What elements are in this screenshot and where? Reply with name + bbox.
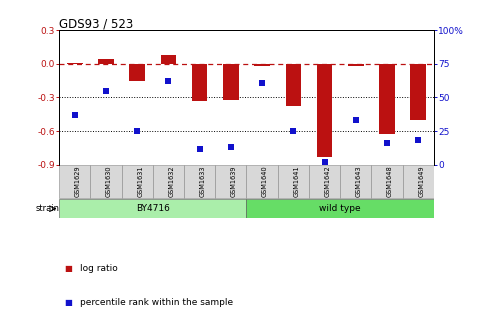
Bar [90,165,122,198]
Text: ■: ■ [64,264,72,273]
Text: GSM1640: GSM1640 [262,166,268,198]
Bar [246,199,434,218]
Bar [246,165,278,198]
Text: GDS93 / 523: GDS93 / 523 [59,17,134,30]
Bar [59,165,90,198]
Bar [122,165,153,198]
Bar [371,165,403,198]
Text: percentile rank within the sample: percentile rank within the sample [80,298,234,307]
Bar [410,64,426,120]
Text: ■: ■ [64,298,72,307]
Text: GSM1632: GSM1632 [169,166,175,197]
Bar [59,199,246,218]
Text: GSM1633: GSM1633 [200,166,206,197]
Bar [285,64,301,107]
Text: wild type: wild type [319,204,361,213]
Bar [254,64,270,66]
Bar [129,64,145,81]
Text: GSM1630: GSM1630 [106,166,112,197]
Bar [340,165,371,198]
Text: GSM1649: GSM1649 [418,166,424,197]
Text: GSM1648: GSM1648 [387,166,393,198]
Text: BY4716: BY4716 [136,204,170,213]
Text: GSM1641: GSM1641 [293,166,299,197]
Text: GSM1639: GSM1639 [231,166,237,197]
Text: strain: strain [35,204,59,213]
Bar [348,64,363,66]
Text: GSM1631: GSM1631 [137,166,143,197]
Bar [161,55,176,64]
Bar [379,64,395,134]
Bar [184,165,215,198]
Bar [215,165,246,198]
Bar [192,64,208,101]
Text: GSM1629: GSM1629 [75,166,81,197]
Bar [317,64,332,157]
Text: log ratio: log ratio [80,264,118,273]
Bar [309,165,340,198]
Bar [403,165,434,198]
Bar [67,63,83,64]
Bar [223,64,239,100]
Text: GSM1642: GSM1642 [324,166,331,198]
Bar [98,59,114,64]
Bar [278,165,309,198]
Text: GSM1643: GSM1643 [356,166,362,197]
Bar [153,165,184,198]
